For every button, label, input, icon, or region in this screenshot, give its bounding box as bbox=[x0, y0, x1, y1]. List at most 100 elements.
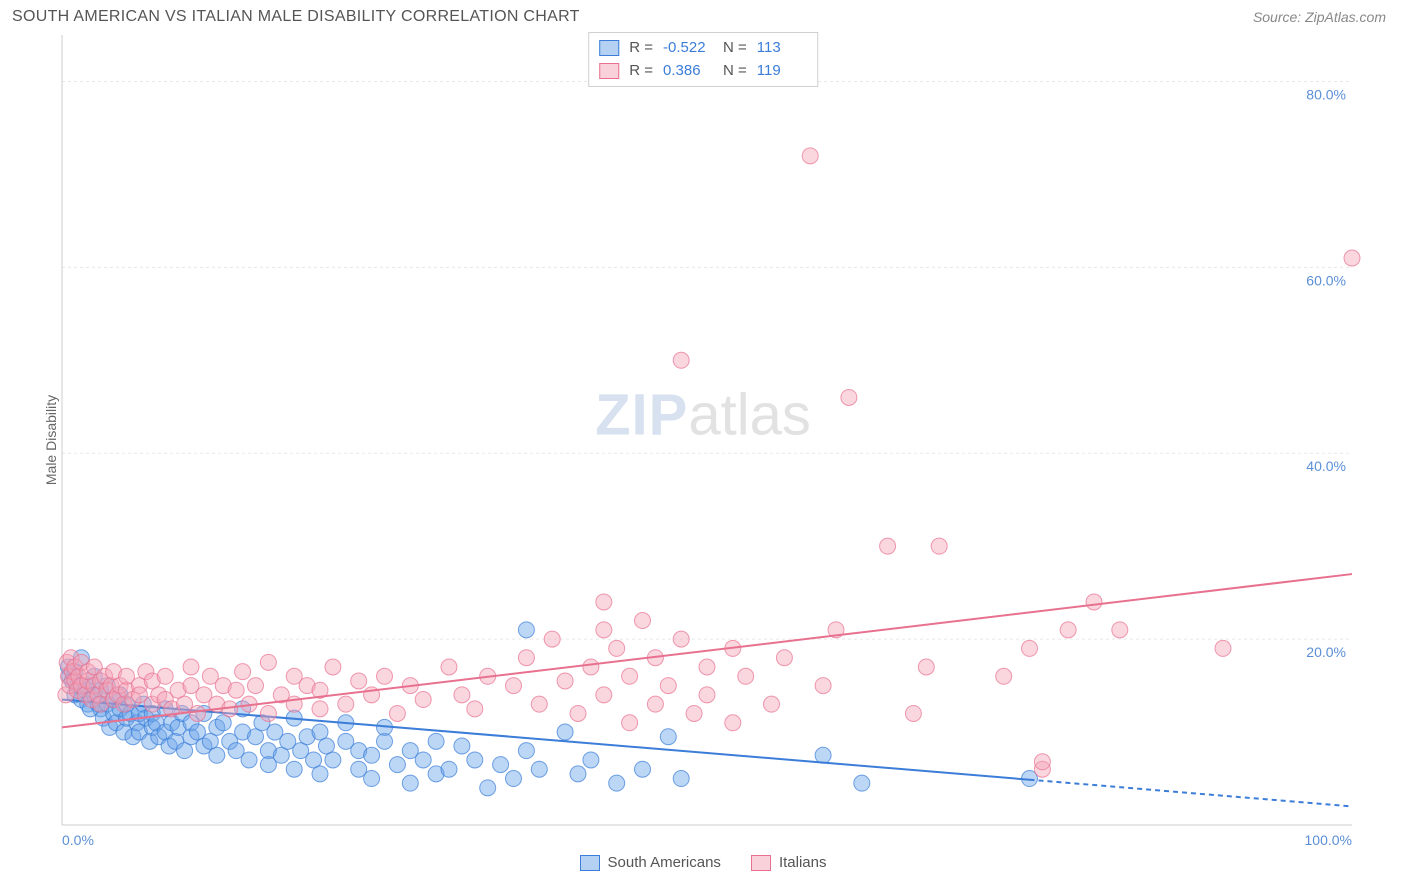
data-point bbox=[189, 705, 205, 721]
data-point bbox=[673, 631, 689, 647]
r-label: R = bbox=[629, 37, 653, 60]
data-point bbox=[841, 389, 857, 405]
trend-line-extrapolated bbox=[1030, 780, 1353, 807]
data-point bbox=[441, 761, 457, 777]
data-point bbox=[454, 738, 470, 754]
data-point bbox=[647, 696, 663, 712]
data-point bbox=[622, 668, 638, 684]
data-point bbox=[157, 668, 173, 684]
data-point bbox=[660, 678, 676, 694]
legend-swatch bbox=[580, 855, 600, 871]
data-point bbox=[1022, 640, 1038, 656]
data-point bbox=[738, 668, 754, 684]
data-point bbox=[351, 673, 367, 689]
data-point bbox=[441, 659, 457, 675]
data-point bbox=[531, 761, 547, 777]
x-tick-label: 0.0% bbox=[62, 832, 94, 848]
data-point bbox=[467, 752, 483, 768]
data-point bbox=[241, 752, 257, 768]
data-point bbox=[557, 724, 573, 740]
data-point bbox=[1034, 754, 1050, 770]
data-point bbox=[776, 650, 792, 666]
series-legend-item: Italians bbox=[751, 854, 827, 871]
data-point bbox=[228, 682, 244, 698]
scatter-chart: 20.0%40.0%60.0%80.0%0.0%100.0% bbox=[12, 30, 1394, 850]
data-point bbox=[905, 705, 921, 721]
data-point bbox=[673, 352, 689, 368]
data-point bbox=[544, 631, 560, 647]
data-point bbox=[596, 687, 612, 703]
data-point bbox=[518, 622, 534, 638]
data-point bbox=[248, 678, 264, 694]
data-point bbox=[338, 696, 354, 712]
data-point bbox=[183, 659, 199, 675]
data-point bbox=[596, 622, 612, 638]
data-point bbox=[660, 729, 676, 745]
data-point bbox=[635, 613, 651, 629]
data-point bbox=[1344, 250, 1360, 266]
data-point bbox=[312, 766, 328, 782]
x-tick-label: 100.0% bbox=[1305, 832, 1352, 848]
data-point bbox=[467, 701, 483, 717]
data-point bbox=[686, 705, 702, 721]
r-value: 0.386 bbox=[663, 60, 713, 83]
data-point bbox=[415, 692, 431, 708]
data-point bbox=[764, 696, 780, 712]
data-point bbox=[673, 771, 689, 787]
data-point bbox=[1215, 640, 1231, 656]
y-tick-label: 80.0% bbox=[1306, 86, 1346, 102]
data-point bbox=[815, 678, 831, 694]
data-point bbox=[583, 659, 599, 675]
data-point bbox=[996, 668, 1012, 684]
n-value: 113 bbox=[757, 37, 807, 60]
chart-title: SOUTH AMERICAN VS ITALIAN MALE DISABILIT… bbox=[12, 8, 580, 26]
data-point bbox=[854, 775, 870, 791]
y-axis-label: Male Disability bbox=[43, 395, 59, 485]
data-point bbox=[1086, 594, 1102, 610]
data-point bbox=[609, 775, 625, 791]
data-point bbox=[325, 752, 341, 768]
data-point bbox=[531, 696, 547, 712]
r-value: -0.522 bbox=[663, 37, 713, 60]
data-point bbox=[260, 705, 276, 721]
y-tick-label: 60.0% bbox=[1306, 272, 1346, 288]
data-point bbox=[364, 771, 380, 787]
data-point bbox=[389, 757, 405, 773]
n-label: N = bbox=[723, 60, 747, 83]
data-point bbox=[260, 654, 276, 670]
n-value: 119 bbox=[757, 60, 807, 83]
data-point bbox=[454, 687, 470, 703]
data-point bbox=[506, 771, 522, 787]
data-point bbox=[377, 668, 393, 684]
source-credit: Source: ZipAtlas.com bbox=[1253, 9, 1386, 25]
n-label: N = bbox=[723, 37, 747, 60]
data-point bbox=[209, 747, 225, 763]
trend-line bbox=[62, 574, 1352, 727]
data-point bbox=[635, 761, 651, 777]
data-point bbox=[622, 715, 638, 731]
data-point bbox=[596, 594, 612, 610]
data-point bbox=[880, 538, 896, 554]
series-legend-item: South Americans bbox=[580, 854, 721, 871]
series-label: South Americans bbox=[608, 854, 721, 871]
data-point bbox=[480, 780, 496, 796]
data-point bbox=[725, 715, 741, 731]
data-point bbox=[609, 640, 625, 656]
data-point bbox=[1060, 622, 1076, 638]
legend-row: R = -0.522 N = 113 bbox=[599, 37, 807, 60]
data-point bbox=[518, 743, 534, 759]
data-point bbox=[815, 747, 831, 763]
data-point bbox=[493, 757, 509, 773]
data-point bbox=[286, 761, 302, 777]
data-point bbox=[570, 766, 586, 782]
data-point bbox=[699, 687, 715, 703]
data-point bbox=[312, 701, 328, 717]
y-tick-label: 40.0% bbox=[1306, 458, 1346, 474]
data-point bbox=[931, 538, 947, 554]
legend-swatch bbox=[599, 40, 619, 56]
data-point bbox=[557, 673, 573, 689]
data-point bbox=[235, 664, 251, 680]
data-point bbox=[389, 705, 405, 721]
data-point bbox=[364, 747, 380, 763]
data-point bbox=[506, 678, 522, 694]
